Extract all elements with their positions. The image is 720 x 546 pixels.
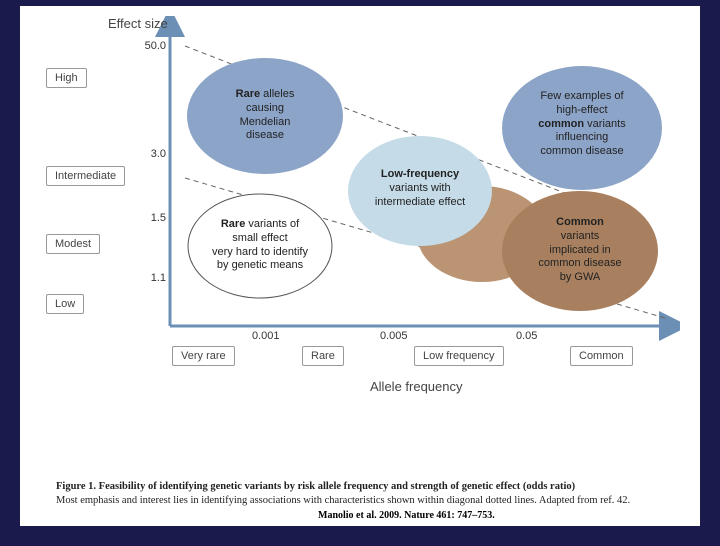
bubble-mendelian: Rare alleles causing Mendelian disease (215, 88, 315, 143)
y-box-intermediate: Intermediate (46, 166, 125, 186)
figure-caption: Figure 1. Feasibility of identifying gen… (56, 480, 660, 508)
y-tick-1-5: 1.5 (136, 212, 166, 224)
x-box-rare: Rare (302, 346, 344, 366)
bubble-lowfreq: Low-frequency variants with intermediate… (362, 168, 478, 209)
caption-body: Most emphasis and interest lies in ident… (56, 495, 630, 506)
bubble-smalleffect: Rare variants of small effect very hard … (200, 218, 320, 273)
x-axis-label: Allele frequency (370, 379, 463, 394)
y-box-high: High (46, 68, 87, 88)
y-box-modest: Modest (46, 234, 100, 254)
bubble-gwa: Common variants implicated in common dis… (530, 216, 630, 285)
y-box-low: Low (46, 294, 84, 314)
y-tick-50: 50.0 (136, 40, 166, 52)
x-box-lowfreq: Low frequency (414, 346, 504, 366)
y-axis-label: Effect size (108, 16, 168, 31)
caption-title: Figure 1. Feasibility of identifying gen… (56, 481, 575, 492)
chart-svg (40, 16, 680, 396)
chart-area: Effect size 50.0 3.0 1.5 1.1 High Interm… (40, 16, 680, 396)
x-box-common: Common (570, 346, 633, 366)
x-tick-001: 0.001 (252, 330, 280, 342)
bubble-high-common: Few examples of high-effect common varia… (522, 90, 642, 159)
figure-page: Effect size 50.0 3.0 1.5 1.1 High Interm… (20, 6, 700, 526)
citation: Manolio et al. 2009. Nature 461: 747–753… (318, 510, 495, 521)
x-box-veryrare: Very rare (172, 346, 235, 366)
x-tick-005: 0.005 (380, 330, 408, 342)
x-tick-05: 0.05 (516, 330, 537, 342)
y-tick-3: 3.0 (136, 148, 166, 160)
y-tick-1-1: 1.1 (136, 272, 166, 284)
